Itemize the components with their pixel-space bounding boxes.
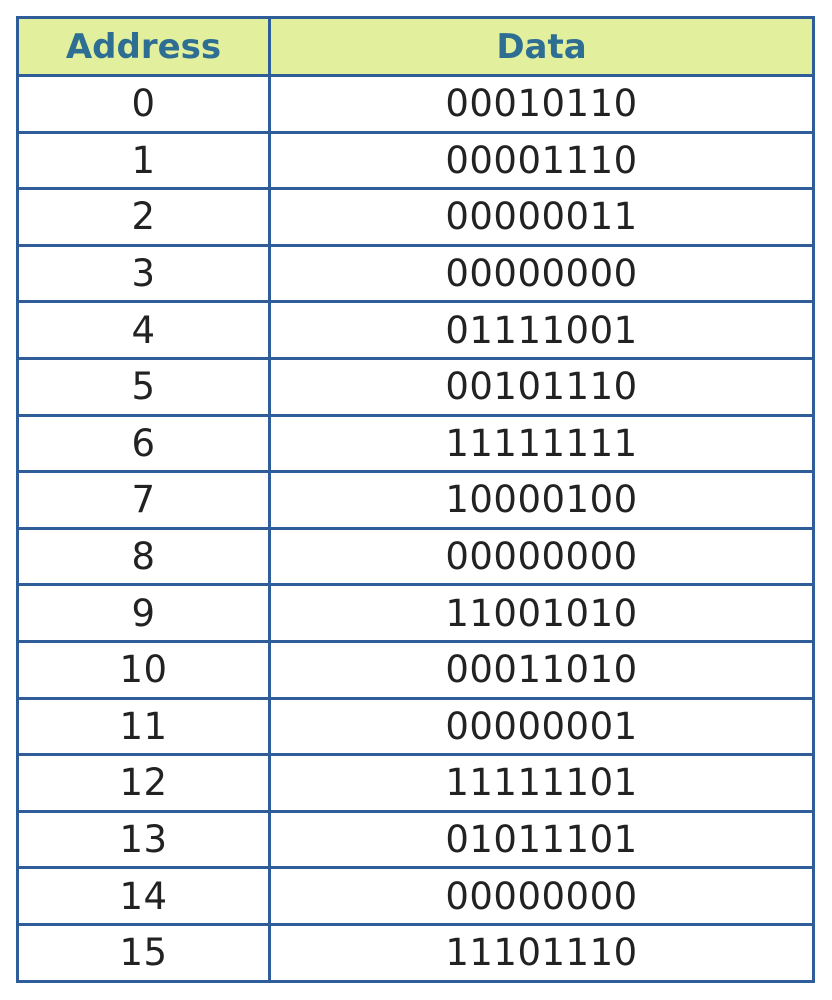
table-row: 8 00000000 — [16, 526, 815, 587]
address-cell: 15 — [16, 922, 271, 983]
table-row: 5 00101110 — [16, 356, 815, 417]
table-row: 4 01111001 — [16, 300, 815, 360]
data-cell: 00101110 — [268, 356, 815, 417]
table-row: 1 00001110 — [16, 130, 815, 191]
address-cell: 2 — [16, 187, 271, 247]
address-cell: 9 — [16, 583, 271, 643]
table-row: 15 11101110 — [16, 922, 815, 983]
table-row: 14 00000000 — [16, 866, 815, 926]
data-cell: 00000000 — [268, 526, 815, 587]
table-row: 12 11111101 — [16, 753, 815, 813]
address-cell: 13 — [16, 809, 271, 870]
column-header-address: Address — [16, 16, 271, 77]
address-cell: 14 — [16, 866, 271, 926]
address-cell: 3 — [16, 243, 271, 304]
data-cell: 00011010 — [268, 639, 815, 700]
data-cell: 11111101 — [268, 753, 815, 813]
table-row: 10 00011010 — [16, 639, 815, 700]
address-cell: 6 — [16, 413, 271, 474]
data-cell: 00010110 — [268, 74, 815, 134]
table-row: 2 00000011 — [16, 187, 815, 247]
data-cell: 10000100 — [268, 470, 815, 530]
data-cell: 00000011 — [268, 187, 815, 247]
table-row: 6 11111111 — [16, 413, 815, 474]
table-row: 9 11001010 — [16, 583, 815, 643]
data-cell: 00001110 — [268, 130, 815, 191]
column-header-data: Data — [268, 16, 815, 77]
address-cell: 7 — [16, 470, 271, 530]
table-row: 13 01011101 — [16, 809, 815, 870]
memory-table: Address Data 0 00010110 1 00001110 2 000… — [16, 16, 815, 983]
table-row: 3 00000000 — [16, 243, 815, 304]
address-cell: 5 — [16, 356, 271, 417]
address-cell: 8 — [16, 526, 271, 587]
data-cell: 00000000 — [268, 243, 815, 304]
table-row: 0 00010110 — [16, 74, 815, 134]
address-cell: 4 — [16, 300, 271, 360]
address-cell: 11 — [16, 696, 271, 757]
table-header-row: Address Data — [16, 16, 815, 77]
data-cell: 11101110 — [268, 922, 815, 983]
address-cell: 12 — [16, 753, 271, 813]
address-cell: 1 — [16, 130, 271, 191]
memory-table-container: Address Data 0 00010110 1 00001110 2 000… — [16, 16, 815, 988]
data-cell: 01111001 — [268, 300, 815, 360]
table-row: 11 00000001 — [16, 696, 815, 757]
data-cell: 11001010 — [268, 583, 815, 643]
data-cell: 01011101 — [268, 809, 815, 870]
data-cell: 00000001 — [268, 696, 815, 757]
data-cell: 11111111 — [268, 413, 815, 474]
data-cell: 00000000 — [268, 866, 815, 926]
table-row: 7 10000100 — [16, 470, 815, 530]
address-cell: 10 — [16, 639, 271, 700]
address-cell: 0 — [16, 74, 271, 134]
